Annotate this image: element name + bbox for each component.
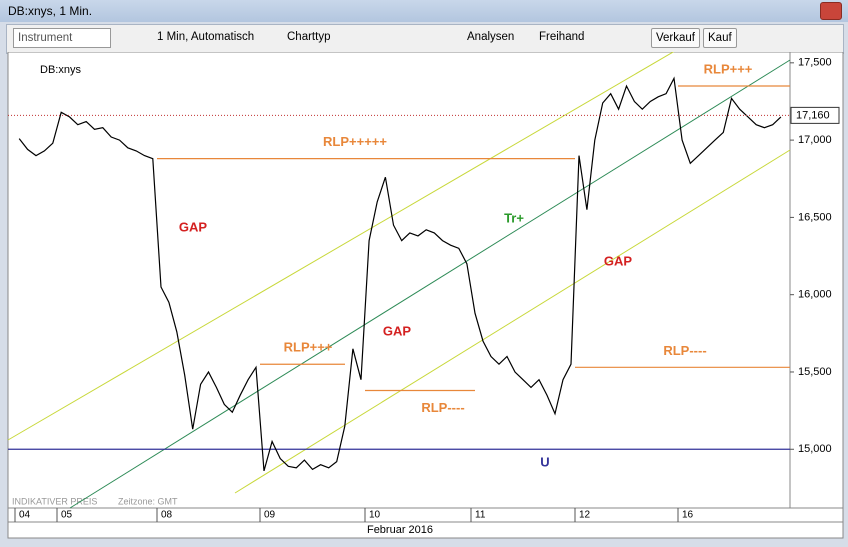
level-label: RLP+++ <box>284 340 333 355</box>
x-tick-label: 11 <box>475 510 486 521</box>
y-tick-label: 17,000 <box>798 134 832 146</box>
trend-label: Tr+ <box>504 210 524 225</box>
instrument-input[interactable]: Instrument <box>13 28 111 48</box>
freehand-menu[interactable]: Freihand <box>539 31 585 43</box>
y-tick-label: 15,000 <box>798 443 832 455</box>
level-label: RLP+++++ <box>323 134 387 149</box>
gap-label: GAP <box>383 323 412 338</box>
channel-lower <box>234 149 791 494</box>
gap-label: GAP <box>179 219 208 234</box>
x-axis-area <box>7 507 844 523</box>
level-label: U <box>540 455 549 470</box>
buy-button[interactable]: Kauf <box>703 28 737 48</box>
analyses-menu[interactable]: Analysen <box>467 31 515 43</box>
x-tick-label: 04 <box>19 510 31 521</box>
timezone-note: Zeitzone: GMT <box>118 496 178 506</box>
x-tick-label: 08 <box>161 510 173 521</box>
level-label: RLP---- <box>421 400 464 415</box>
x-title-area <box>7 521 844 539</box>
symbol-label: DB:xnys <box>40 64 81 76</box>
window-title: DB:xnys, 1 Min. <box>8 4 93 18</box>
x-tick-label: 16 <box>682 510 694 521</box>
sell-button[interactable]: Verkauf <box>651 28 700 48</box>
y-tick-label: 17,500 <box>798 57 832 69</box>
gap-label: GAP <box>604 253 633 268</box>
y-axis-area <box>789 52 844 509</box>
level-label: RLP+++ <box>704 61 753 76</box>
level-label: RLP---- <box>663 343 706 358</box>
price-line <box>18 76 782 472</box>
x-axis-title: Februar 2016 <box>367 524 433 536</box>
chart: DB:xnys INDIKATIVER PREIS Zeitzone: GMT … <box>7 52 844 539</box>
title-bar: DB:xnys, 1 Min. <box>0 0 848 22</box>
chart-type-menu[interactable]: Charttyp <box>287 31 331 43</box>
footer-note: INDIKATIVER PREIS <box>12 496 97 506</box>
plot-area <box>7 52 791 509</box>
y-tick-label: 15,500 <box>798 366 832 378</box>
x-tick-label: 10 <box>369 510 381 521</box>
y-tick-label: 16,000 <box>798 289 832 301</box>
x-tick-label: 12 <box>579 510 591 521</box>
toolbar: Instrument 1 Min, Automatisch Charttyp A… <box>6 24 844 54</box>
channel-upper <box>7 52 675 441</box>
last-price-box <box>790 106 840 124</box>
y-tick-label: 16,500 <box>798 211 832 223</box>
trend-line <box>69 59 791 509</box>
last-price-label: 17,160 <box>796 109 830 121</box>
close-button[interactable] <box>820 2 842 20</box>
interval-menu[interactable]: 1 Min, Automatisch <box>157 31 255 43</box>
x-tick-label: 05 <box>61 510 73 521</box>
x-tick-label: 09 <box>264 510 276 521</box>
